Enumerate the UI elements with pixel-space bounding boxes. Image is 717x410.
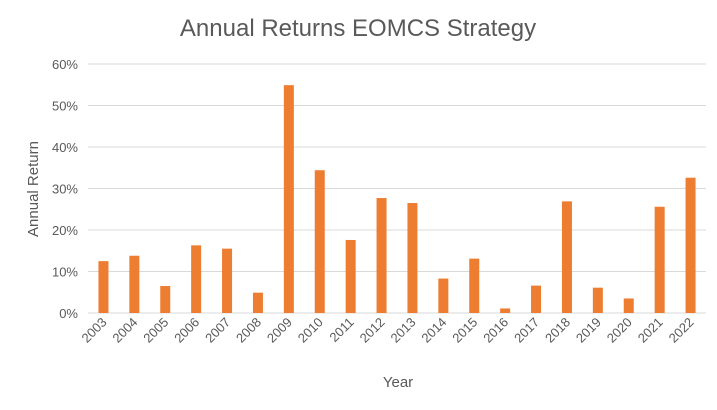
bar-2009 <box>283 85 294 313</box>
bars <box>98 85 696 313</box>
bar-2017 <box>531 285 542 313</box>
bar-2019 <box>592 287 603 313</box>
chart-title: Annual Returns EOMCS Strategy <box>180 15 536 42</box>
bar-2013 <box>407 203 418 313</box>
gridlines <box>88 63 706 314</box>
x-tick-label: 2019 <box>573 315 604 346</box>
bar-2008 <box>252 292 263 313</box>
x-tick-label: 2003 <box>79 315 110 346</box>
x-tick-label: 2006 <box>171 315 202 346</box>
x-tick-label: 2008 <box>233 315 264 346</box>
bar-2007 <box>222 248 233 313</box>
y-tick-label: 10% <box>52 265 78 280</box>
bar-2011 <box>345 239 356 313</box>
y-axis-tick-labels: 0% 10% 20% 30% 40% 50% 60% <box>52 57 78 321</box>
bar-2004 <box>129 255 140 313</box>
x-tick-label: 2020 <box>604 315 635 346</box>
y-axis-label: Annual Return <box>25 141 42 237</box>
y-tick-label: 20% <box>52 223 78 238</box>
x-tick-label: 2009 <box>264 315 295 346</box>
x-tick-label: 2015 <box>449 315 480 346</box>
x-tick-label: 2005 <box>140 315 171 346</box>
bar-2012 <box>376 198 387 313</box>
x-tick-label: 2007 <box>202 315 233 346</box>
x-tick-label: 2011 <box>326 315 356 345</box>
x-tick-label: 2017 <box>511 315 542 346</box>
x-tick-label: 2014 <box>418 315 449 346</box>
x-tick-label: 2021 <box>635 315 666 346</box>
x-tick-label: 2016 <box>480 315 511 346</box>
y-tick-label: 0% <box>59 306 78 321</box>
y-tick-label: 30% <box>52 182 78 197</box>
bar-2018 <box>561 201 572 313</box>
bar-2021 <box>654 206 665 313</box>
x-axis-tick-labels: 2003 2004 2005 2006 2007 2008 2009 2010 2011 2012… <box>79 315 697 346</box>
bar-2005 <box>160 286 171 313</box>
x-tick-label: 2018 <box>542 315 573 346</box>
bar-2006 <box>191 245 202 313</box>
bar-2014 <box>438 278 449 313</box>
x-tick-label: 2022 <box>666 315 697 346</box>
bar-2016 <box>500 308 511 313</box>
bar-2015 <box>469 258 480 313</box>
bar-2020 <box>623 298 634 313</box>
x-axis-label: Year <box>383 374 413 391</box>
y-tick-label: 40% <box>52 140 78 155</box>
x-tick-label: 2004 <box>109 315 140 346</box>
x-tick-label: 2010 <box>295 315 326 346</box>
bar-2003 <box>98 261 109 313</box>
x-tick-label: 2013 <box>388 315 419 346</box>
x-tick-label: 2012 <box>357 315 388 346</box>
y-tick-label: 50% <box>52 99 78 114</box>
y-tick-label: 60% <box>52 57 78 72</box>
bar-2022 <box>685 177 696 313</box>
bar-2010 <box>314 170 325 313</box>
